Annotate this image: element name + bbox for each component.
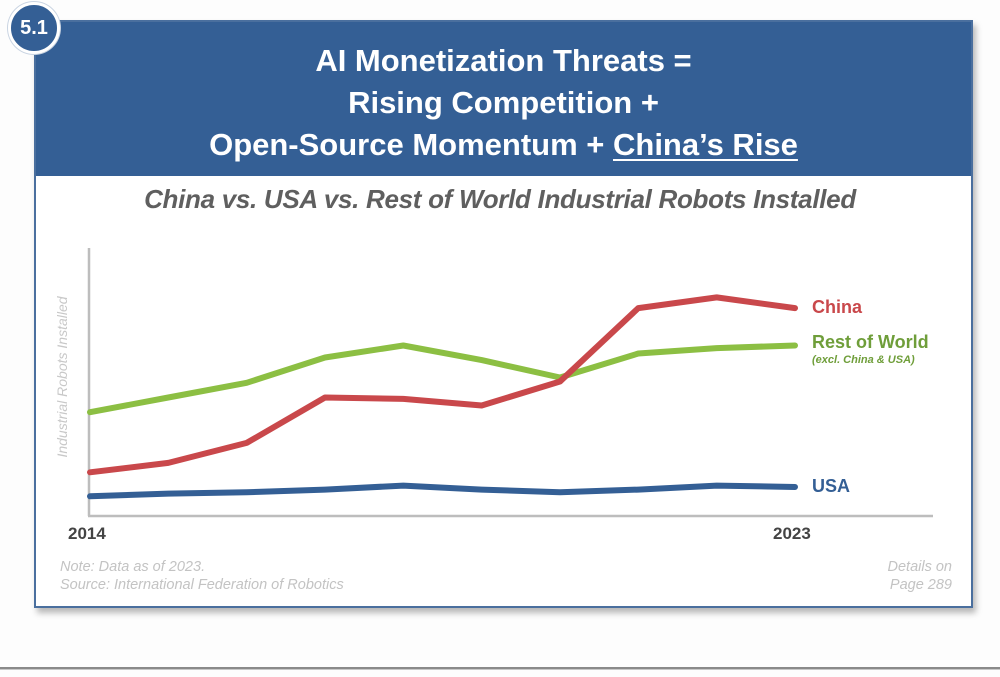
legend-rest-of-world-subtitle: (excl. China & USA) [812, 354, 915, 367]
series-line-rest-of-world [87, 342, 798, 416]
chart-title: China vs. USA vs. Rest of World Industri… [144, 184, 856, 214]
page-reference: Details on Page 289 [888, 558, 952, 594]
source-text: Source: International Federation of Robo… [60, 577, 344, 593]
x-tick-label-end: 2023 [773, 524, 811, 543]
details-line-1: Details on [887, 559, 952, 575]
header-line-3-text: Open-Source Momentum + [209, 127, 613, 162]
page-divider [0, 667, 1000, 670]
legend-usa: USA [812, 475, 851, 496]
x-tick-label-start: 2014 [68, 524, 106, 543]
header-line-1: AI Monetization Threats = [315, 43, 692, 78]
series-line-china [87, 294, 798, 476]
note-text: Note: Data as of 2023. [60, 559, 206, 575]
header-line-3: Open-Source Momentum + China’s Rise [36, 124, 971, 166]
chart-card: AI Monetization Threats = Rising Competi… [34, 20, 973, 608]
footnote: Note: Data as of 2023. Source: Internati… [60, 558, 344, 594]
header-underlined-text: China’s Rise [613, 127, 798, 162]
y-axis-label: Industrial Robots Installed [54, 296, 70, 458]
details-line-2: Page 289 [889, 577, 952, 593]
page-header: AI Monetization Threats = Rising Competi… [36, 22, 971, 176]
legend-rest-of-world: Rest of World [812, 332, 929, 353]
section-badge: 5.1 [8, 2, 60, 54]
series-line-usa [87, 482, 798, 500]
legend-china: China [812, 297, 863, 318]
header-line-2: Rising Competition + [348, 85, 659, 120]
